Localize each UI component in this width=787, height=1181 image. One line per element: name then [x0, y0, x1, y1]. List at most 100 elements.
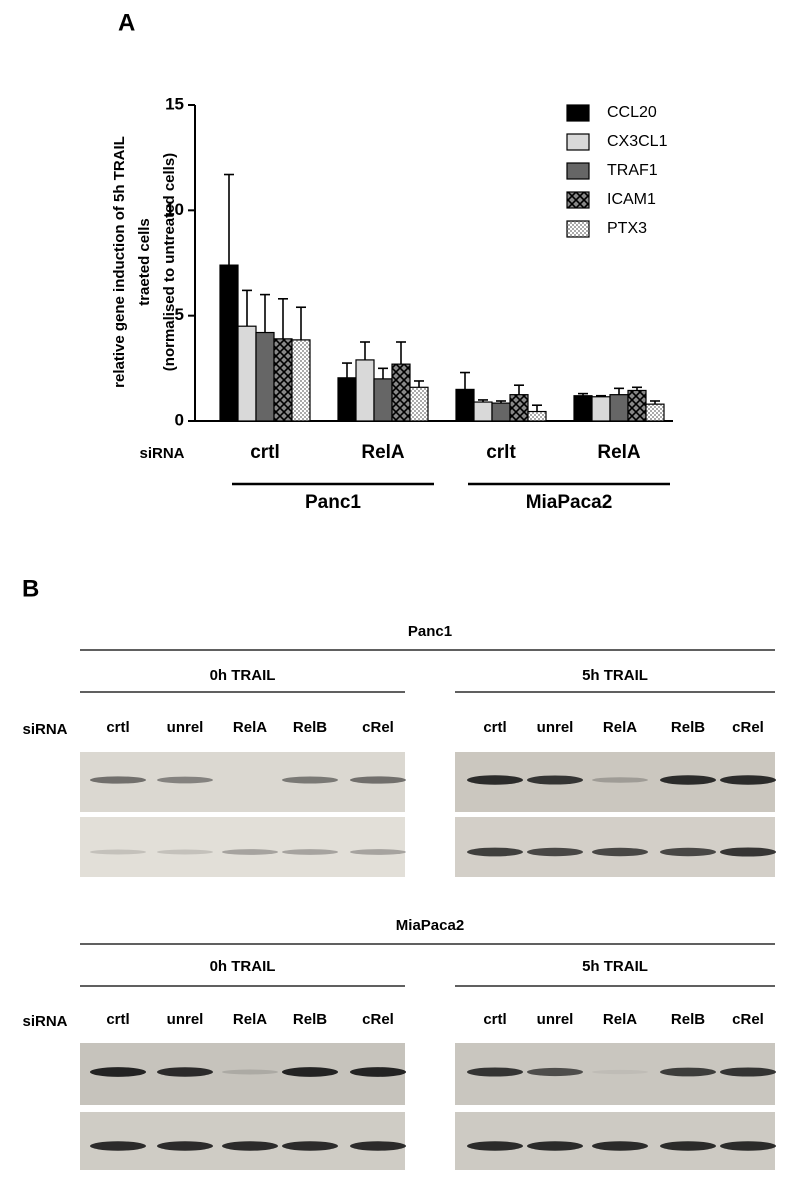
- lane-label: cRel: [732, 1011, 764, 1028]
- blot-band: [467, 775, 523, 785]
- blot-band: [157, 849, 213, 855]
- lane-label: RelA: [233, 1011, 267, 1028]
- legend-swatch: [566, 104, 590, 122]
- bar: [527, 410, 547, 422]
- blot-band: [660, 1141, 716, 1151]
- blot-band: [90, 1067, 146, 1077]
- blot-band: [90, 1141, 146, 1151]
- y-tick-label: 10: [165, 200, 184, 219]
- blot: [80, 817, 405, 877]
- lane-label: cRel: [362, 1011, 394, 1028]
- condition-title: 5h TRAIL: [582, 667, 648, 684]
- legend-label: TRAF1: [607, 162, 658, 179]
- bar: [473, 401, 493, 422]
- blot-band: [90, 776, 146, 784]
- blot-band: [527, 775, 583, 785]
- bar: [355, 359, 375, 422]
- lane-label: crtl: [106, 1011, 129, 1028]
- bar: [645, 403, 665, 422]
- blot-band: [157, 776, 213, 784]
- bar: [573, 395, 593, 422]
- blot-band: [222, 849, 278, 855]
- blot-band: [527, 847, 583, 857]
- blot-band: [592, 777, 648, 783]
- bar: [255, 331, 275, 422]
- blot-band: [282, 1141, 338, 1151]
- blot-band: [592, 847, 648, 857]
- x-prefix: siRNA: [139, 445, 184, 462]
- lane-label: RelA: [603, 1011, 637, 1028]
- bar: [509, 394, 529, 422]
- section-title: Panc1: [408, 623, 452, 640]
- blot-band: [282, 776, 338, 784]
- bar: [291, 339, 311, 422]
- bar: [455, 388, 475, 422]
- blot-band: [720, 1067, 776, 1077]
- blot-band: [720, 847, 776, 857]
- blot-band: [350, 776, 406, 784]
- y-tick-label: 5: [175, 305, 184, 324]
- blot-band: [222, 1141, 278, 1151]
- blot-band: [222, 1069, 278, 1075]
- blot-band: [157, 1067, 213, 1077]
- blot-band: [90, 849, 146, 855]
- x-tick-label: crtl: [250, 442, 280, 463]
- lane-label: unrel: [537, 719, 574, 736]
- blot-band: [467, 1141, 523, 1151]
- blot-band: [282, 849, 338, 855]
- lane-label: unrel: [537, 1011, 574, 1028]
- bar: [609, 394, 629, 422]
- blot: [80, 1112, 405, 1170]
- legend-label: CX3CL1: [607, 133, 668, 150]
- blot-band: [592, 1069, 648, 1075]
- legend-label: PTX3: [607, 220, 647, 237]
- blot: [455, 1112, 775, 1170]
- legend-swatch: [566, 191, 590, 209]
- panel-label: A: [118, 9, 135, 36]
- lane-label: RelB: [671, 1011, 705, 1028]
- blot-band: [720, 775, 776, 785]
- x-tick-label: RelA: [597, 442, 641, 463]
- lane-label: RelA: [603, 719, 637, 736]
- blot-band: [660, 1067, 716, 1077]
- blot-band: [350, 849, 406, 855]
- condition-title: 5h TRAIL: [582, 958, 648, 975]
- bar: [373, 378, 393, 422]
- blot-band: [282, 1067, 338, 1077]
- bar: [627, 389, 647, 422]
- bar: [391, 363, 411, 422]
- legend-swatch: [566, 220, 590, 238]
- blot-band: [592, 1141, 648, 1151]
- bar: [591, 396, 611, 422]
- blot-band: [350, 1067, 406, 1077]
- bar: [237, 325, 257, 422]
- lane-label: RelA: [233, 719, 267, 736]
- group-label: MiaPaca2: [526, 492, 613, 513]
- lane-label: crtl: [106, 719, 129, 736]
- blot-band: [157, 1141, 213, 1151]
- lane-label: cRel: [732, 719, 764, 736]
- blot-band: [527, 1067, 583, 1077]
- bar: [491, 402, 511, 422]
- sirna-label: siRNA: [22, 721, 67, 738]
- blot-band: [467, 847, 523, 857]
- lane-label: unrel: [167, 1011, 204, 1028]
- blot-band: [660, 775, 716, 785]
- blot-band: [660, 847, 716, 857]
- blot-band: [467, 1067, 523, 1077]
- y-tick-label: 15: [165, 94, 184, 113]
- group-label: Panc1: [305, 492, 361, 513]
- section-title: MiaPaca2: [396, 917, 464, 934]
- panel-label: B: [22, 575, 39, 602]
- x-tick-label: RelA: [361, 442, 405, 463]
- y-axis-label: (normalised to untreated cells): [161, 153, 178, 371]
- x-tick-label: crlt: [486, 442, 516, 463]
- bar: [337, 377, 357, 422]
- lane-label: crtl: [483, 1011, 506, 1028]
- bar: [409, 386, 429, 422]
- lane-label: crtl: [483, 719, 506, 736]
- lane-label: unrel: [167, 719, 204, 736]
- blot-band: [527, 1141, 583, 1151]
- y-tick-label: 0: [175, 410, 184, 429]
